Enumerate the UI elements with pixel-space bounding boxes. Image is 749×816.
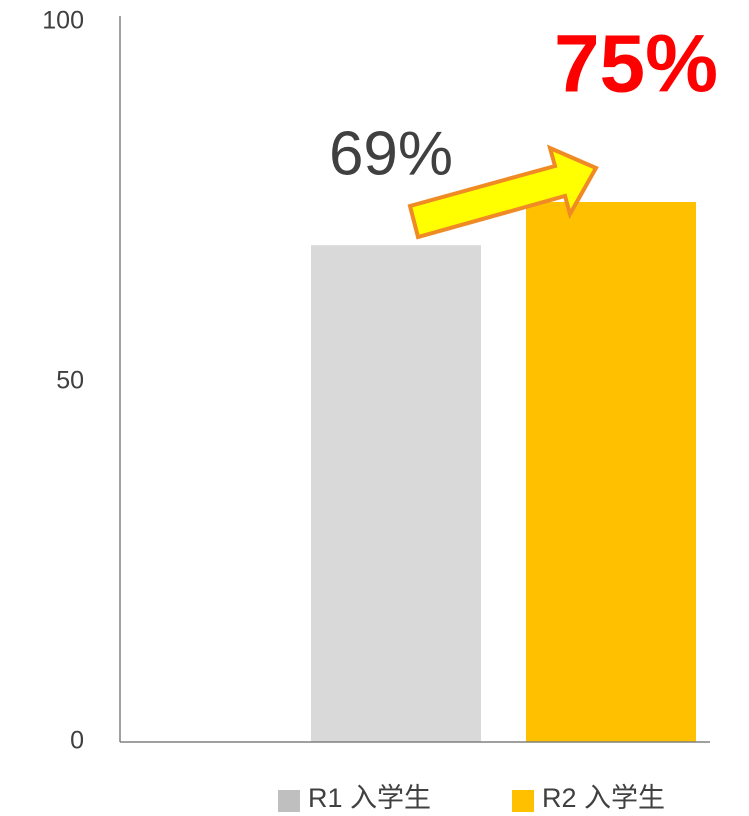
y-tick-label: 50 <box>56 367 84 395</box>
trend-arrow <box>407 144 599 240</box>
legend-label: R1 入学生 <box>308 783 431 813</box>
data-label: 69% <box>329 119 453 188</box>
legend-label: R2 入学生 <box>542 783 665 813</box>
y-tick-label: 100 <box>42 7 84 35</box>
y-tick-label: 0 <box>70 727 84 755</box>
legend-swatch <box>512 790 534 812</box>
legend-swatch <box>278 790 300 812</box>
data-label: 75% <box>554 19 718 110</box>
bar <box>526 202 696 742</box>
bar <box>311 245 481 742</box>
